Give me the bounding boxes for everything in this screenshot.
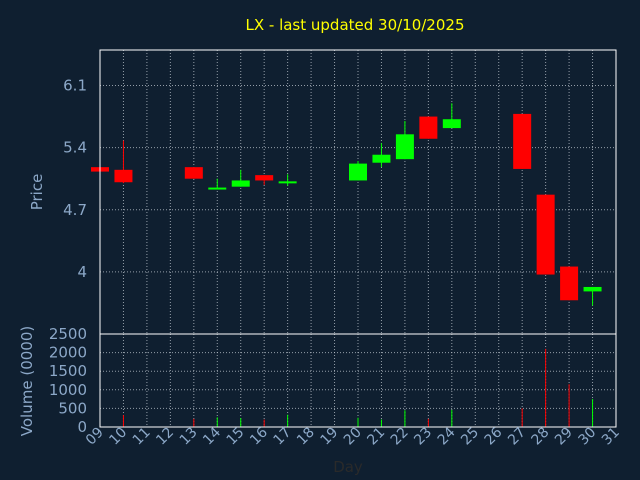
candle-body [114,169,133,183]
candle-body [536,194,555,275]
candle-body [583,286,602,292]
x-tick-label: 30 [575,425,599,449]
x-tick-label: 22 [388,425,412,449]
volume-axis-label: Volume (0000) [18,326,36,436]
x-tick-label: 16 [247,424,271,448]
candle-body [372,154,391,163]
candle-body [349,163,367,181]
x-tick-label: 19 [317,425,341,449]
chart-title: LX - last updated 30/10/2025 [245,16,464,34]
candle-body [278,181,297,184]
candle-body [419,116,438,139]
volume-tick-label: 2000 [49,344,87,362]
plot-frames [99,49,617,428]
price-tick-label: 4 [77,263,87,281]
price-tick-label: 4.7 [63,201,87,219]
x-tick-label: 27 [505,425,529,449]
x-tick-label: 13 [177,425,201,449]
x-tick-label: 11 [130,425,154,449]
volume-tick-label: 1000 [49,381,87,399]
price-axis-label: Price [28,174,46,211]
candle-body [442,119,461,129]
candle-body [208,187,227,190]
price-candles [91,103,602,306]
x-tick-label: 25 [458,425,482,449]
x-tick-label: 29 [552,425,576,449]
x-tick-label: 23 [411,425,435,449]
candle-body [560,266,579,301]
price-tick-label: 5.4 [63,139,87,157]
x-tick-label: 21 [364,425,388,449]
volume-tick-label: 1500 [49,362,87,380]
candle-body [255,175,274,181]
candle-body [513,113,532,169]
x-tick-label: 31 [599,425,623,449]
price-tick-label: 6.1 [63,77,87,95]
x-tick-label: 17 [271,425,295,449]
volume-panel-frame [99,333,617,428]
x-tick-label: 10 [106,425,130,449]
x-tick-label: 15 [224,425,248,449]
x-tick-label: 20 [341,425,365,449]
volume-tick-label: 500 [58,399,87,417]
candle-body [184,167,203,179]
volume-tick-label: 0 [77,418,87,436]
candle-body [395,134,414,160]
x-tick-labels: 09 10 11 12 13 14 15 16 17 18 19 20 21 22 23 24 25 26 27 28… [83,424,623,448]
x-tick-label: 24 [435,424,459,448]
volume-tick-label: 2500 [49,325,87,343]
candle-body [231,180,250,187]
volume-bars [122,348,594,427]
x-tick-label: 12 [153,425,177,449]
x-tick-label: 28 [529,425,553,449]
x-axis-label: Day [333,458,363,476]
x-tick-label: 14 [200,424,224,448]
x-tick-label: 26 [482,424,506,448]
x-tick-label: 18 [294,425,318,449]
